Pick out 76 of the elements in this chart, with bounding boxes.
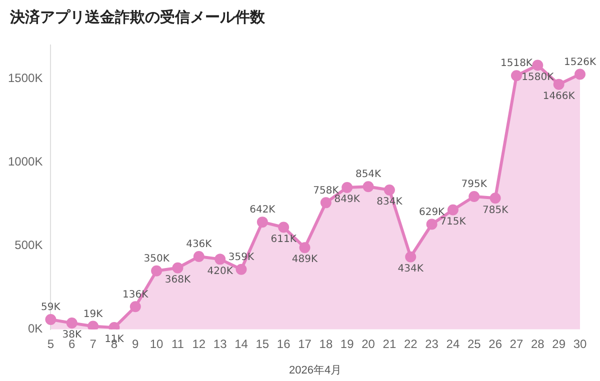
point <box>532 60 544 71</box>
data-label: 1526K <box>564 56 596 68</box>
x-tick-label: 16 <box>276 336 291 351</box>
data-label: 368K <box>164 274 191 286</box>
point <box>236 264 247 275</box>
x-tick-label: 11 <box>171 336 184 351</box>
y-tick-label: 0K <box>28 322 43 336</box>
data-label: 350K <box>144 253 170 264</box>
data-label: 489K <box>292 254 318 266</box>
point <box>256 216 268 228</box>
point <box>468 190 480 202</box>
point <box>574 68 586 80</box>
x-axis-title: 2026年4月 <box>289 364 342 376</box>
data-label: 785K <box>482 204 509 216</box>
x-tick-label: 26 <box>488 336 502 351</box>
y-tick-label: 500K <box>14 238 43 252</box>
point <box>172 262 184 274</box>
data-label: 1518K <box>500 58 533 70</box>
point <box>88 320 99 330</box>
data-label: 642K <box>250 204 276 216</box>
point <box>342 182 353 193</box>
x-tick-label: 24 <box>446 336 460 351</box>
point <box>510 70 522 82</box>
point <box>278 222 290 233</box>
x-tick-label: 19 <box>340 336 354 351</box>
x-tick-label: 15 <box>256 336 270 351</box>
point <box>214 254 226 265</box>
data-label: 434K <box>398 263 424 274</box>
point <box>320 197 332 208</box>
point <box>384 184 395 196</box>
data-label: 795K <box>461 179 488 190</box>
data-label: 436K <box>186 239 212 250</box>
point <box>447 204 458 216</box>
x-tick-label: 20 <box>362 336 376 351</box>
data-label: 611K <box>270 234 297 245</box>
data-label: 1580K <box>522 72 554 83</box>
x-tick-label: 5 <box>47 336 54 351</box>
x-tick-label: 27 <box>510 336 524 351</box>
x-tick-label: 9 <box>132 336 140 351</box>
point <box>130 301 141 312</box>
x-tick-label: 25 <box>467 336 482 351</box>
point <box>45 314 56 326</box>
x-tick-label: 13 <box>213 336 228 351</box>
x-tick-label: 18 <box>319 336 333 351</box>
data-label: 420K <box>207 266 234 277</box>
data-label: 19K <box>83 308 104 320</box>
point <box>299 242 310 254</box>
point <box>362 181 374 192</box>
point <box>193 251 204 262</box>
y-tick-label: 1000K <box>8 154 43 169</box>
data-label: 59K <box>41 302 61 314</box>
x-tick-label: 30 <box>573 336 587 351</box>
x-tick-label: 21 <box>382 336 396 351</box>
point <box>151 265 162 276</box>
x-tick-label: 22 <box>404 336 418 351</box>
x-tick-label: 23 <box>425 336 439 351</box>
data-label: 854K <box>355 169 382 180</box>
point <box>66 318 78 329</box>
x-tick-label: 28 <box>530 336 545 351</box>
point <box>553 78 564 90</box>
y-tick-label: 1500K <box>8 70 43 85</box>
x-tick-label: 14 <box>234 336 248 351</box>
x-tick-label: 12 <box>192 336 206 351</box>
chart-title: 決済アプリ送金詐欺の受信メール件数 <box>10 8 265 27</box>
data-label: 834K <box>376 196 403 208</box>
x-tick-label: 7 <box>90 336 97 351</box>
data-label: 849K <box>334 194 360 206</box>
data-label: 715K <box>440 216 466 228</box>
x-tick-label: 10 <box>150 336 164 351</box>
point <box>426 218 438 230</box>
point <box>405 251 416 262</box>
point <box>490 192 501 204</box>
x-tick-label: 17 <box>298 336 312 351</box>
data-label: 1466K <box>542 90 576 102</box>
x-tick-label: 29 <box>552 336 566 351</box>
data-label: 629K <box>418 206 446 218</box>
